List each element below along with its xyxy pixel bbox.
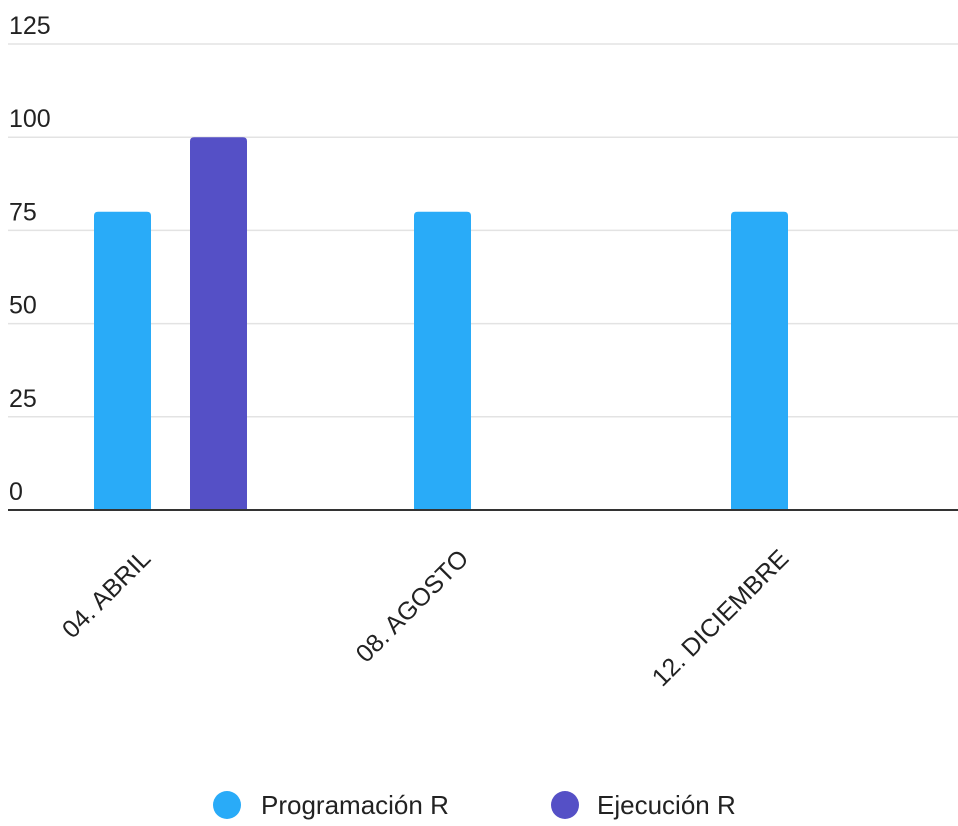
x-tick-label: 08. AGOSTO — [351, 544, 475, 668]
bar-programacion-0 — [94, 211, 151, 510]
x-tick-label: 12. DICIEMBRE — [647, 544, 795, 692]
y-tick-label: 100 — [9, 105, 51, 133]
y-tick-label: 25 — [9, 385, 37, 413]
legend-swatch — [551, 791, 579, 819]
legend: Programación R Ejecución R — [213, 790, 736, 820]
bars — [94, 137, 788, 510]
gridlines — [8, 43, 958, 418]
x-axis-labels: 04. ABRIL 08. AGOSTO 12. DICIEMBRE — [57, 544, 794, 692]
y-tick-label: 0 — [9, 478, 23, 506]
y-tick-label: 50 — [9, 292, 37, 320]
y-axis-ticks: 0 25 50 75 100 125 — [9, 12, 51, 506]
bar-programacion-2 — [731, 211, 788, 510]
bar-ejecucion-0 — [190, 137, 247, 510]
y-tick-label: 75 — [9, 198, 37, 226]
legend-label: Ejecución R — [597, 790, 736, 820]
bar-programacion-1 — [414, 211, 471, 510]
legend-label: Programación R — [261, 790, 449, 820]
y-tick-label: 125 — [9, 12, 51, 40]
legend-swatch — [213, 791, 241, 819]
x-tick-label: 04. ABRIL — [57, 544, 156, 643]
